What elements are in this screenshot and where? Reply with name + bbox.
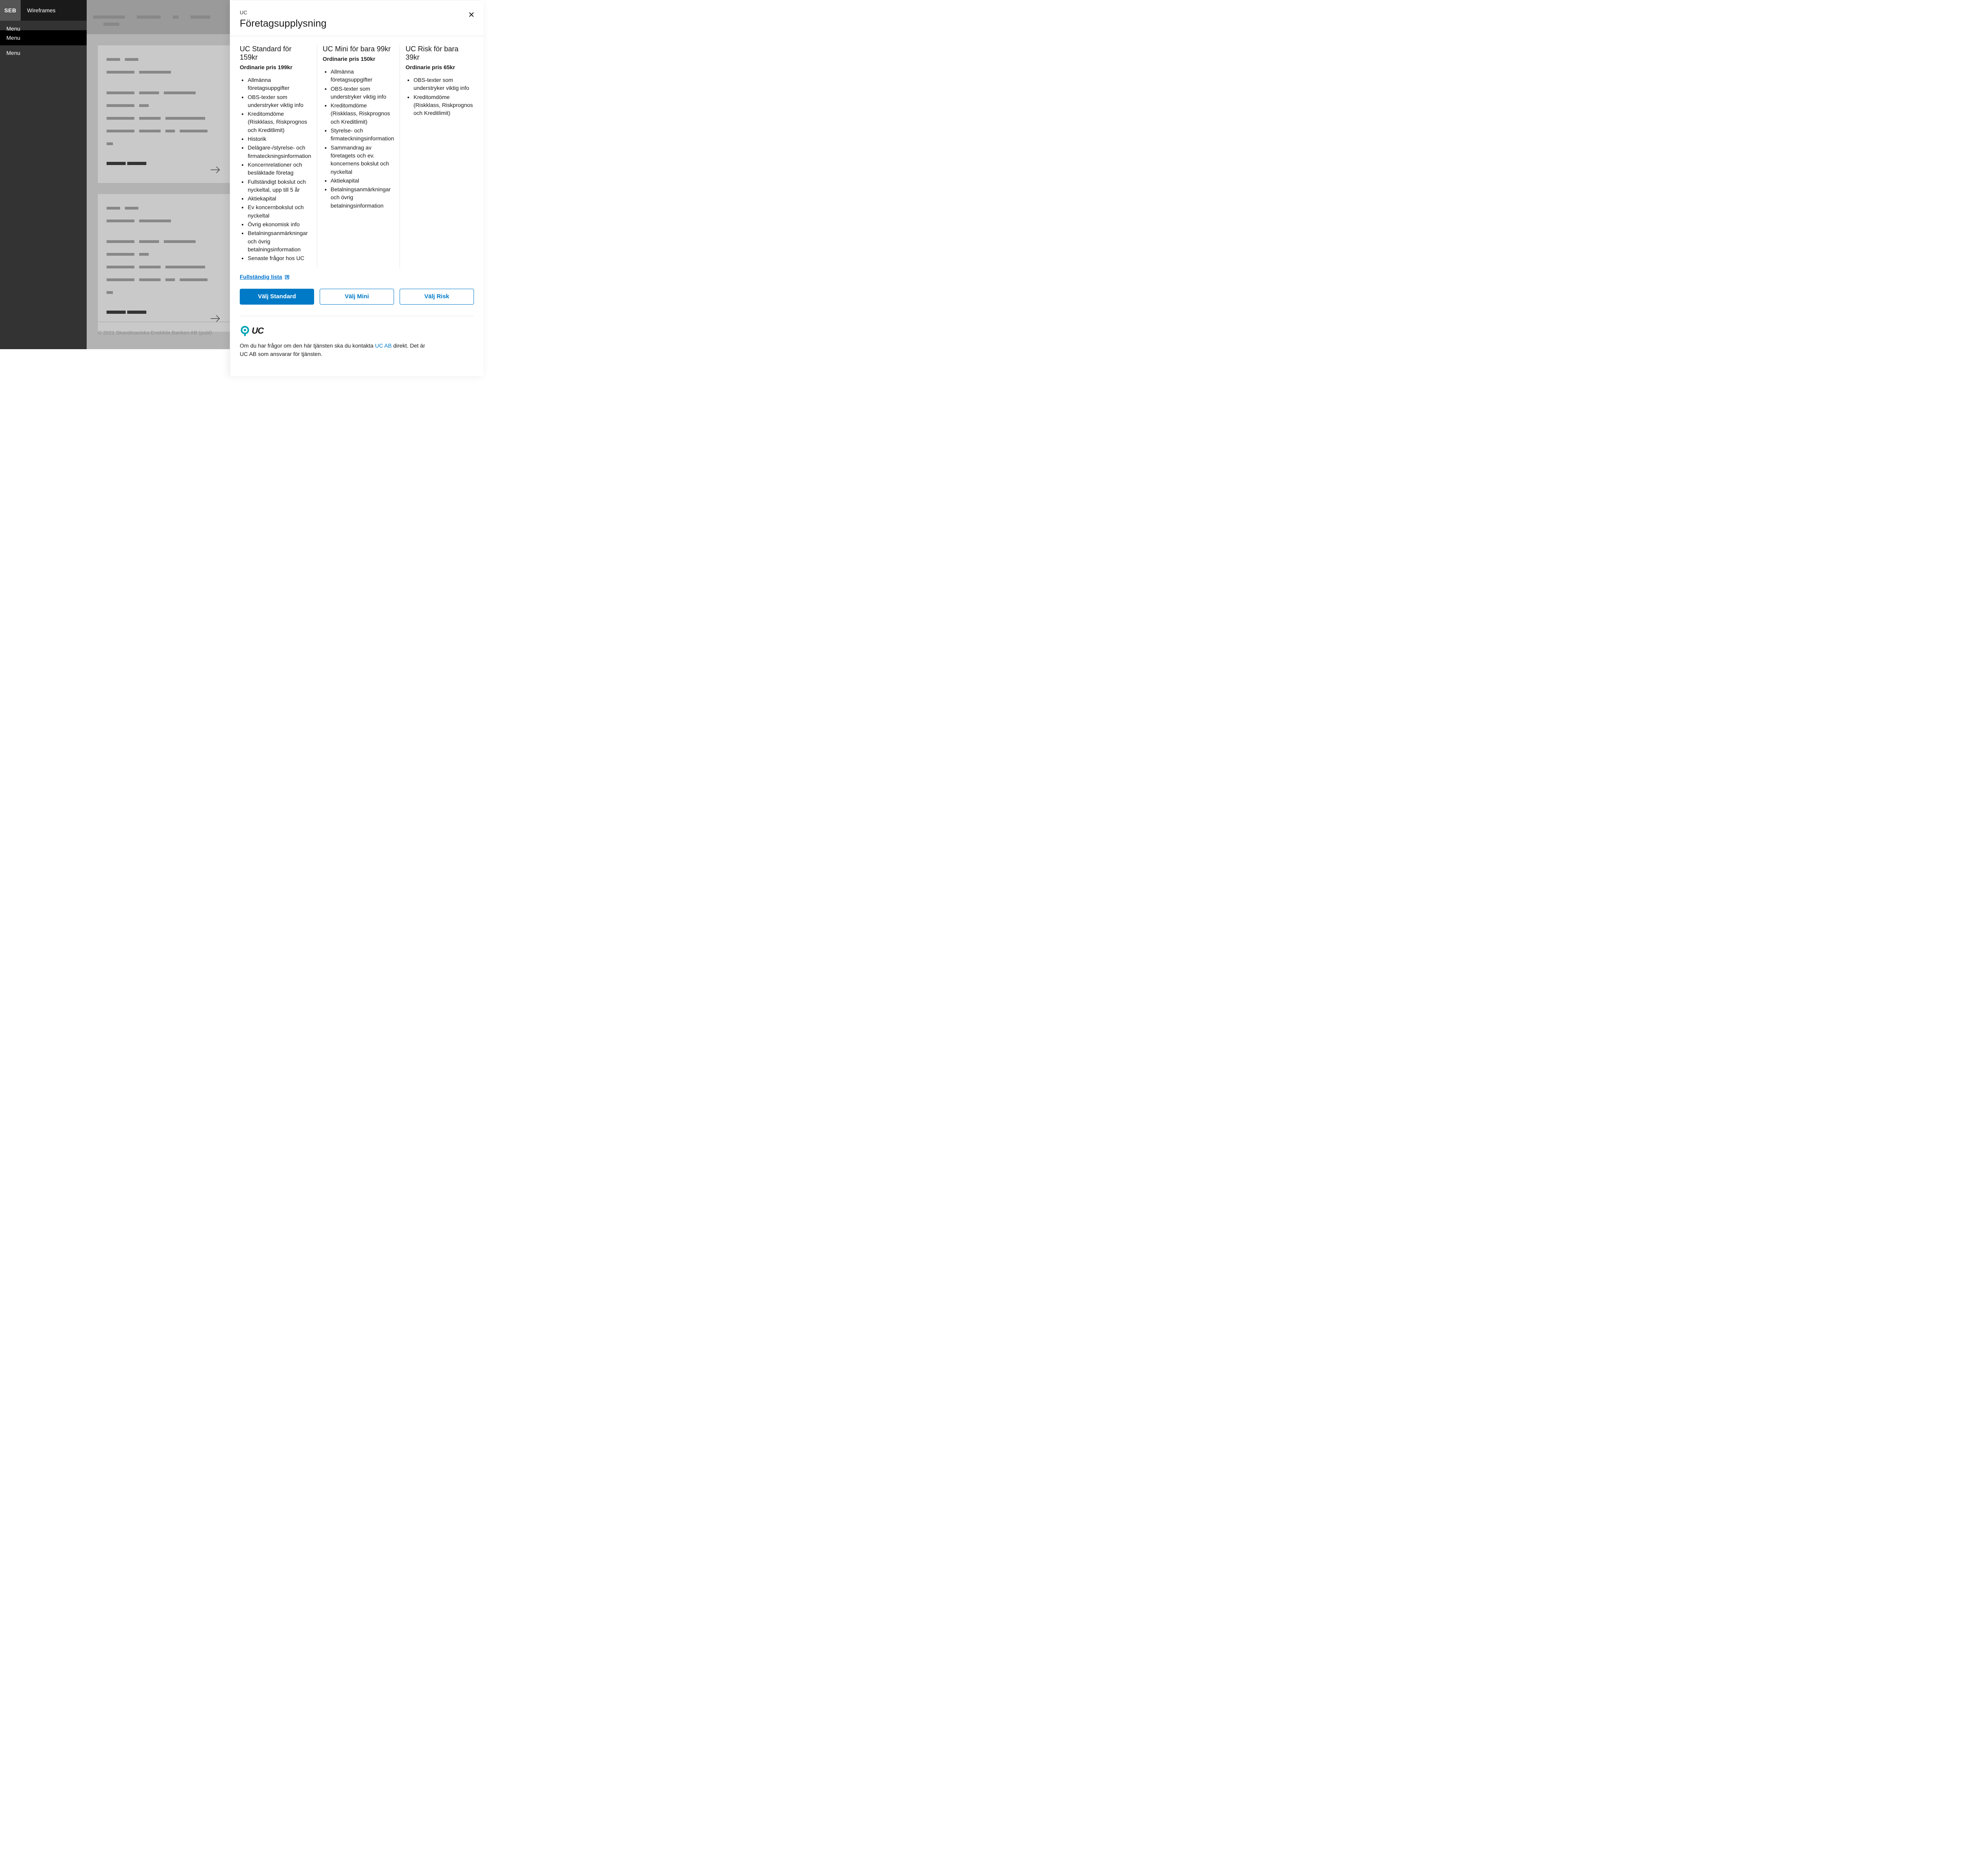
modal-panel: UC Företagsupplysning ✕ UC Standard för … xyxy=(230,1,483,376)
plan-feature: Koncernrelationer och besläktade företag xyxy=(248,161,311,177)
plan-feature: OBS-texter som understryker viktig info xyxy=(248,93,311,109)
plan-feature: Kreditomdöme (Riskklass, Riskprognos och… xyxy=(248,110,311,134)
plan-subtitle: Ordinarie pris 199kr xyxy=(240,64,311,70)
sidebar-item-1[interactable]: Menu xyxy=(0,30,87,45)
sidebar-item-0[interactable]: Menu xyxy=(0,21,87,30)
sidebar-item-label: Menu xyxy=(6,50,20,56)
plan-feature: Aktiekapital xyxy=(331,177,394,185)
external-link-icon xyxy=(285,274,289,279)
full-list-link-label: Fullständig lista xyxy=(240,274,282,280)
plan-feature: Sammandrag av företagets och ev. koncern… xyxy=(331,144,394,176)
plan-title: UC Risk för bara 39kr xyxy=(406,45,473,62)
arrow-right-icon xyxy=(210,314,221,325)
select-risk-button[interactable]: Välj Risk xyxy=(400,289,474,305)
sidebar: Menu Menu Menu xyxy=(0,21,87,349)
plan-feature: Fullständigt bokslut och nyckeltal, upp … xyxy=(248,178,311,194)
plan-feature: Kreditomdöme (Riskklass, Riskprognos och… xyxy=(331,101,394,126)
select-mini-button[interactable]: Välj Mini xyxy=(320,289,394,305)
full-list-link[interactable]: Fullständig lista xyxy=(240,274,289,280)
plan-feature: Ev koncernbokslut och nyckeltal xyxy=(248,203,311,220)
plan-feature: Kreditomdöme (Riskklass, Riskprognos och… xyxy=(414,93,473,117)
plan-title: UC Standard för 159kr xyxy=(240,45,311,62)
plan-feature: Allmänna företagsuppgifter xyxy=(248,76,311,92)
plan-feature: Övrig ekonomisk info xyxy=(248,220,311,228)
plan-feature: Styrelse- och firmateckningsinformation xyxy=(331,126,394,143)
sidebar-item-2[interactable]: Menu xyxy=(0,45,87,60)
plan-subtitle: Ordinarie pris 150kr xyxy=(323,56,394,62)
provider-link[interactable]: UC AB xyxy=(375,342,392,349)
plan-mini: UC Mini för bara 99kr Ordinarie pris 150… xyxy=(317,45,400,267)
modal-title: Företagsupplysning xyxy=(240,18,474,29)
sidebar-item-label: Menu xyxy=(6,25,20,32)
plan-feature: OBS-texter som understryker viktig info xyxy=(331,85,394,101)
plan-feature-list: OBS-texter som understryker viktig infoK… xyxy=(406,76,473,117)
arrow-right-icon xyxy=(210,165,221,177)
uc-logo-text: UC xyxy=(252,326,264,336)
wireframe-canvas: © 2021 Skandinaviska Enskilda Banken AB … xyxy=(87,0,230,349)
plan-feature: Betalningsanmärkningar och övrig betalni… xyxy=(248,229,311,253)
plans-row: UC Standard för 159kr Ordinarie pris 199… xyxy=(230,36,483,267)
wireframe-card[interactable] xyxy=(98,45,230,183)
plan-title: UC Mini för bara 99kr xyxy=(323,45,394,53)
plan-feature: Allmänna företagsuppgifter xyxy=(331,68,394,84)
plan-feature-list: Allmänna företagsuppgifterOBS-texter som… xyxy=(240,76,311,262)
plan-feature: OBS-texter som understryker viktig info xyxy=(414,76,473,92)
provider-text-before: Om du har frågor om den här tjänsten ska… xyxy=(240,342,375,349)
modal-header: UC Företagsupplysning ✕ xyxy=(230,1,483,36)
uc-logo: UC xyxy=(240,326,474,336)
wireframe-card[interactable] xyxy=(98,194,230,332)
button-label: Välj Risk xyxy=(424,293,449,300)
plan-feature: Historik xyxy=(248,135,311,143)
header-title: Wireframes xyxy=(27,7,56,14)
button-label: Välj Standard xyxy=(258,293,296,300)
plan-feature-list: Allmänna företagsuppgifterOBS-texter som… xyxy=(323,68,394,210)
modal-eyebrow: UC xyxy=(240,10,474,16)
sidebar-item-label: Menu xyxy=(6,35,20,41)
plan-buttons: Välj Standard Välj Mini Välj Risk xyxy=(230,281,483,305)
plan-feature: Senaste frågor hos UC xyxy=(248,254,311,262)
plan-feature: Aktiekapital xyxy=(248,194,311,202)
canvas-footer-text: © 2021 Skandinaviska Enskilda Banken AB … xyxy=(98,330,212,336)
plan-subtitle: Ordinarie pris 65kr xyxy=(406,64,473,70)
plan-feature: Betalningsanmärkningar och övrig betalni… xyxy=(331,185,394,210)
provider-text: Om du har frågor om den här tjänsten ska… xyxy=(240,342,431,358)
plan-standard: UC Standard för 159kr Ordinarie pris 199… xyxy=(240,45,317,267)
button-label: Välj Mini xyxy=(345,293,369,300)
close-icon[interactable]: ✕ xyxy=(468,11,475,19)
canvas-topbar xyxy=(87,0,230,34)
plan-risk: UC Risk för bara 39kr Ordinarie pris 65k… xyxy=(400,45,479,267)
plan-feature: Delägare-/styrelse- och firmateckningsin… xyxy=(248,144,311,160)
select-standard-button[interactable]: Välj Standard xyxy=(240,289,314,305)
logo: SEB xyxy=(0,0,21,21)
provider-block: UC Om du har frågor om den här tjänsten … xyxy=(230,316,483,368)
